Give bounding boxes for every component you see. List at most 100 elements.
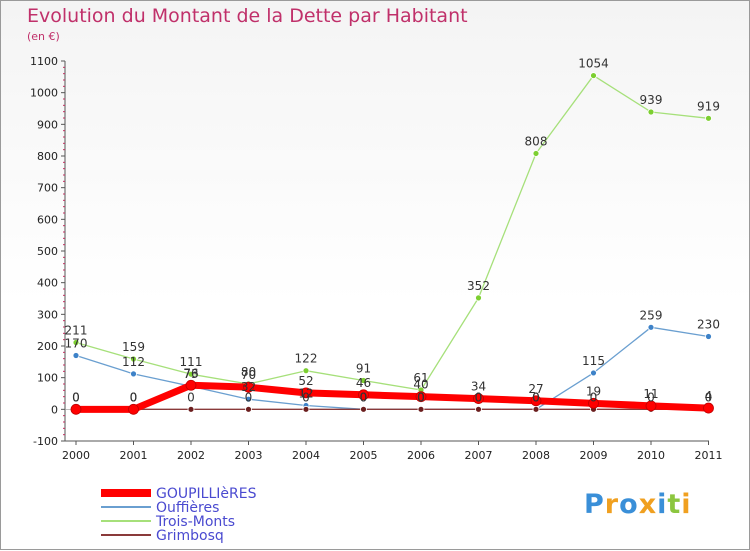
y-tick-label: -100 (33, 435, 58, 448)
data-label: 259 (640, 308, 663, 322)
data-point (302, 405, 310, 413)
data-label: 73 (183, 367, 198, 381)
x-tick-label: 2006 (407, 449, 435, 462)
data-label: 0 (245, 390, 253, 404)
logo-letter: o (619, 489, 639, 520)
data-point (70, 403, 82, 415)
y-tick-label: 300 (37, 308, 58, 321)
data-point (358, 389, 369, 401)
data-point (245, 405, 252, 413)
data-label: 112 (122, 355, 145, 369)
legend-label: Ouffières (156, 500, 219, 516)
data-label: 939 (640, 93, 663, 107)
data-label: 115 (582, 354, 605, 368)
y-tick-label: 1100 (30, 55, 58, 68)
logo-letter: x (638, 489, 658, 520)
legend-label: Trois-Monts (155, 514, 235, 530)
data-point (532, 150, 540, 157)
data-label: 0 (475, 390, 483, 404)
data-label: 122 (295, 352, 318, 366)
data-label: 52 (298, 374, 313, 388)
logo-letter: P (584, 489, 605, 520)
data-point (185, 379, 197, 391)
data-label: 230 (697, 318, 720, 332)
series-line (75, 74, 710, 391)
data-label: 352 (467, 279, 490, 293)
x-tick-label: 2004 (292, 449, 320, 462)
data-label: 0 (360, 390, 368, 404)
data-label: 0 (130, 390, 138, 404)
proxiti-logo: Proxiti (584, 489, 692, 520)
data-label: 27 (528, 382, 543, 396)
data-label: 211 (65, 324, 88, 338)
series-line (72, 381, 712, 413)
y-tick-label: 900 (37, 118, 58, 131)
data-point (302, 367, 310, 375)
x-tick-label: 2005 (350, 449, 378, 462)
y-tick-label: 1000 (30, 87, 58, 100)
data-label: 0 (72, 390, 80, 404)
data-label: 46 (356, 376, 371, 390)
data-label: 19 (586, 384, 601, 398)
data-label: 0 (360, 390, 368, 404)
data-label: 76 (183, 366, 198, 380)
y-tick-label: 600 (37, 213, 58, 226)
data-point (647, 108, 655, 116)
data-label: 0 (590, 390, 598, 404)
data-label: 0 (647, 390, 655, 404)
y-tick-label: 200 (37, 340, 58, 353)
data-point (128, 403, 139, 415)
x-tick-label: 2002 (177, 449, 205, 462)
data-label: 808 (525, 134, 548, 148)
data-point (645, 400, 657, 412)
data-point (130, 355, 137, 363)
y-tick-label: 700 (37, 182, 58, 195)
data-label: 0 (187, 390, 195, 404)
data-point (72, 352, 80, 359)
data-label: 111 (180, 355, 203, 369)
chart-title: Evolution du Montant de la Dette par Hab… (27, 5, 468, 27)
data-point (703, 402, 714, 414)
data-label: 159 (122, 340, 145, 354)
data-label: 0 (302, 390, 310, 404)
data-point (473, 393, 484, 404)
data-point (415, 391, 427, 403)
data-label: 0 (130, 390, 138, 404)
y-tick-label: 500 (37, 245, 58, 258)
data-point (705, 114, 712, 122)
data-label: 0 (705, 390, 713, 404)
data-point (530, 395, 542, 407)
data-point (243, 381, 254, 393)
data-point (360, 377, 367, 384)
data-label: 919 (697, 99, 720, 113)
data-point (360, 405, 367, 413)
data-point (532, 405, 540, 413)
data-label: 0 (417, 390, 425, 404)
data-point (130, 370, 137, 378)
data-label: 61 (413, 371, 428, 385)
legend-label: Grimbosq (156, 528, 224, 544)
data-point (245, 395, 252, 403)
x-tick-label: 2001 (120, 449, 148, 462)
data-point (475, 294, 482, 302)
y-tick-label: 400 (37, 277, 58, 290)
data-label: 12 (298, 387, 313, 401)
data-label: 0 (532, 390, 540, 404)
data-label: 170 (65, 337, 88, 351)
x-tick-label: 2003 (235, 449, 263, 462)
data-label: 11 (643, 387, 658, 401)
data-label: 70 (241, 368, 256, 382)
x-tick-label: 2009 (580, 449, 608, 462)
data-point (417, 405, 425, 413)
data-point (187, 370, 195, 378)
logo-letter: r (604, 489, 620, 520)
x-tick-label: 2008 (522, 449, 550, 462)
x-tick-label: 2011 (695, 449, 723, 462)
data-point (705, 333, 712, 340)
x-tick-label: 2010 (637, 449, 665, 462)
x-tick-label: 2000 (62, 449, 90, 462)
data-label: 1054 (578, 57, 609, 71)
y-tick-label: 800 (37, 150, 58, 163)
logo-letter: i (681, 489, 692, 520)
